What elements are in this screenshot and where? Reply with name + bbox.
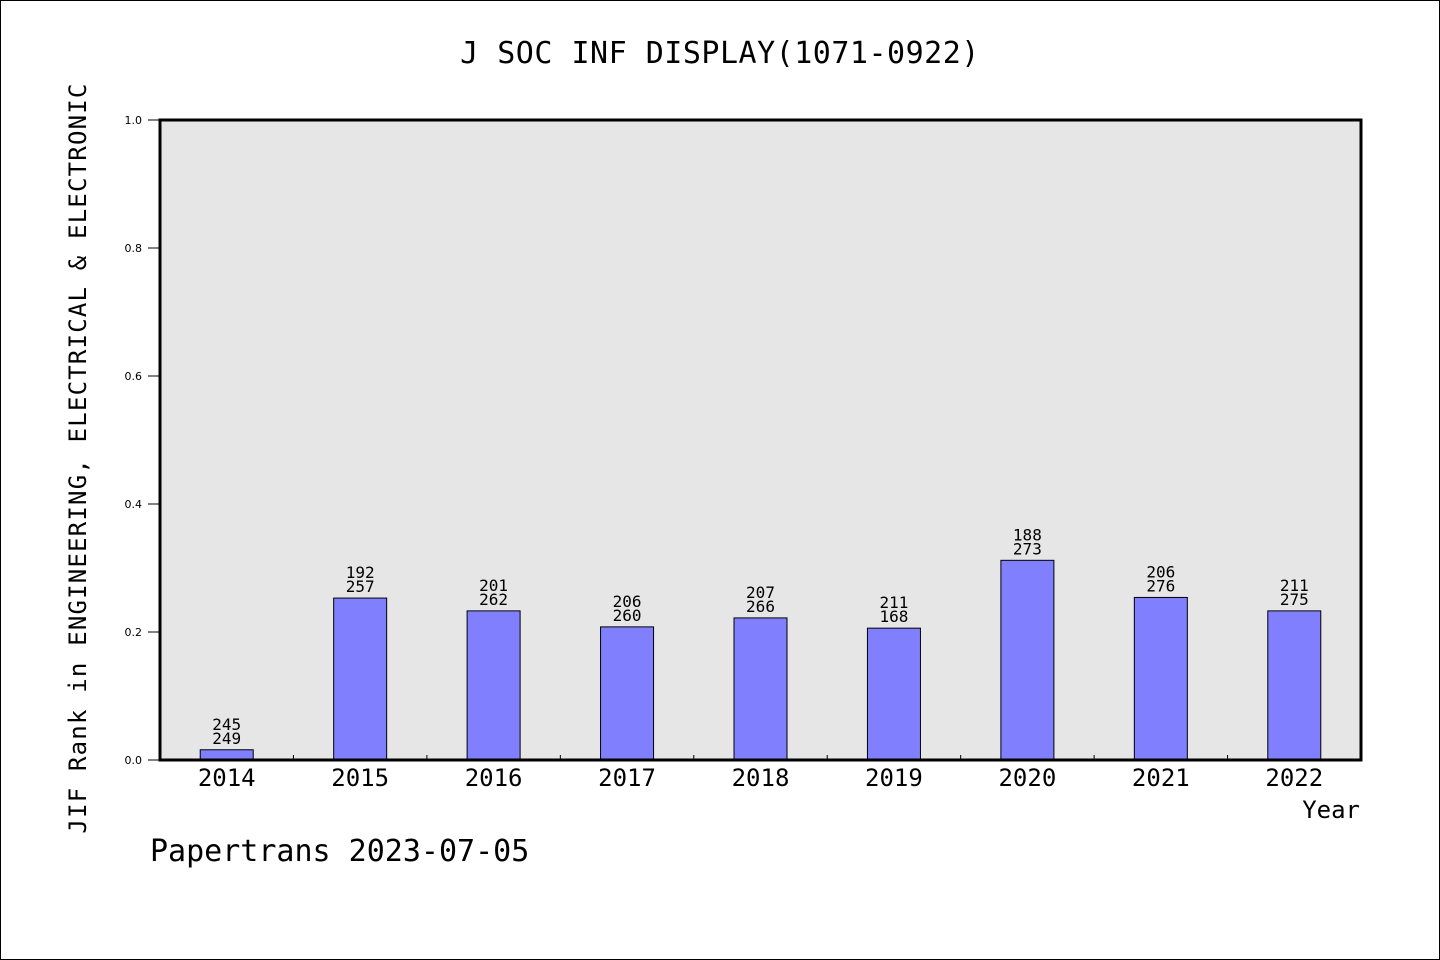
bar-2018 xyxy=(733,617,788,761)
bar-2015 xyxy=(333,597,388,761)
x-tick-label: 2015 xyxy=(331,764,389,792)
y-tick-label: 0.2 xyxy=(125,626,143,639)
footer-source-date: Papertrans 2023-07-05 xyxy=(150,834,530,869)
bar-label-bottom: 266 xyxy=(746,597,775,616)
bar-label-bottom: 275 xyxy=(1280,590,1309,609)
y-tick-label: 1.0 xyxy=(125,114,143,127)
y-tick-label: 0.8 xyxy=(125,242,143,255)
x-tick-label: 2018 xyxy=(732,764,790,792)
x-axis-title: Year xyxy=(1302,796,1360,824)
y-tick-label: 0.4 xyxy=(125,498,143,511)
bar-label-top: 211 xyxy=(1280,576,1309,595)
bar-label-top: 211 xyxy=(879,593,908,612)
bar-2017 xyxy=(600,626,655,761)
bar-2014 xyxy=(199,749,254,761)
x-tick-label: 2021 xyxy=(1132,764,1190,792)
bar-label-top: 206 xyxy=(613,592,642,611)
x-tick-label: 2014 xyxy=(198,764,256,792)
bar-label-top: 188 xyxy=(1013,525,1042,544)
bar-2022 xyxy=(1267,610,1322,761)
bar-label-top: 207 xyxy=(746,583,775,602)
y-tick-label: 0.0 xyxy=(125,754,143,767)
x-tick-label: 2016 xyxy=(465,764,523,792)
bar-label-bottom: 257 xyxy=(346,577,375,596)
bar-label-bottom: 249 xyxy=(212,729,241,748)
bar-label-top: 245 xyxy=(212,715,241,734)
bar-label-bottom: 168 xyxy=(879,607,908,626)
x-tick-label: 2020 xyxy=(998,764,1056,792)
bar-label-bottom: 262 xyxy=(479,590,508,609)
chart-title: J SOC INF DISPLAY(1071-0922) xyxy=(460,36,980,71)
bar-2020 xyxy=(1000,559,1055,761)
bar-label-top: 201 xyxy=(479,576,508,595)
bar-2016 xyxy=(466,610,521,761)
bar-label-top: 192 xyxy=(346,563,375,582)
x-tick-label: 2022 xyxy=(1265,764,1323,792)
plot-border xyxy=(158,118,1363,762)
x-tick-label: 2019 xyxy=(865,764,923,792)
y-tick-label: 0.6 xyxy=(125,370,143,383)
bar-label-bottom: 260 xyxy=(613,606,642,625)
bar-label-bottom: 273 xyxy=(1013,539,1042,558)
bar-label-bottom: 276 xyxy=(1146,576,1175,595)
bar-label-top: 206 xyxy=(1146,562,1175,581)
x-tick-label: 2017 xyxy=(598,764,656,792)
bar-2021 xyxy=(1133,596,1188,761)
bar-2019 xyxy=(866,627,921,761)
